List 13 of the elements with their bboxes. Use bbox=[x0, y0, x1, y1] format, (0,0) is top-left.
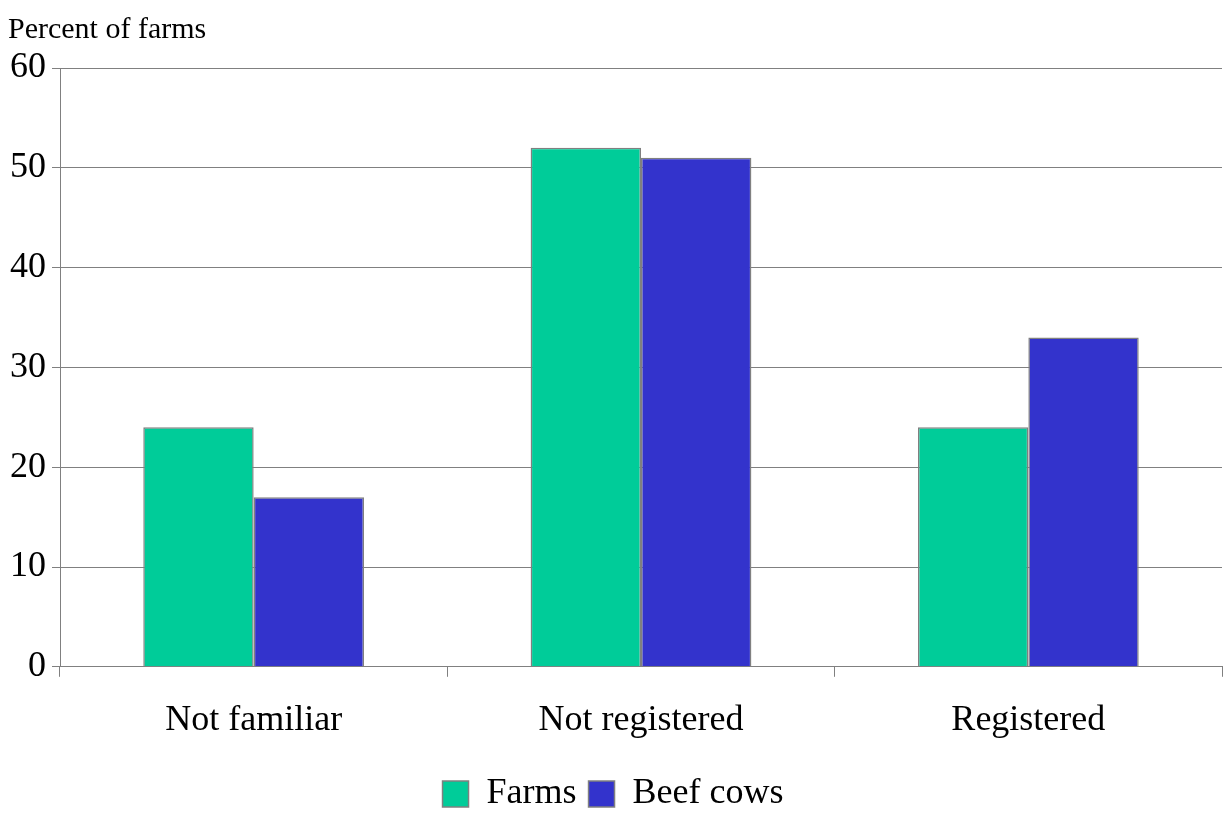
y-tick-label: 20 bbox=[10, 444, 46, 485]
y-tick-label: 50 bbox=[10, 145, 46, 186]
x-tick-label: Not registered bbox=[538, 697, 744, 738]
legend-label: Beef cows bbox=[632, 771, 784, 812]
y-axis-title: Percent of farms bbox=[8, 10, 207, 44]
x-tick-label: Not familiar bbox=[165, 697, 343, 738]
y-tick-label: 30 bbox=[10, 344, 46, 385]
legend-label: Farms bbox=[486, 771, 577, 812]
y-tick-label: 10 bbox=[10, 544, 46, 585]
x-tick-label: Registered bbox=[951, 697, 1106, 738]
y-tick-label: 0 bbox=[28, 644, 46, 685]
y-tick-label: 40 bbox=[10, 245, 46, 286]
y-tick-label: 60 bbox=[10, 45, 46, 86]
